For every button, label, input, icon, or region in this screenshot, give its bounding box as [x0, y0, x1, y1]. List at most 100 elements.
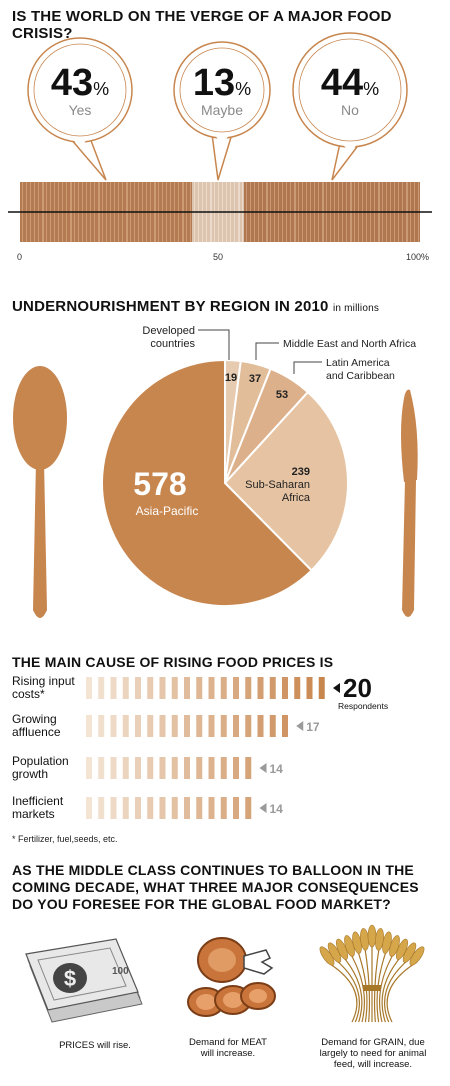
bubble-value: 43% [30, 64, 130, 102]
cause-bar-unit [98, 677, 105, 699]
cause-bar-unit [98, 757, 105, 779]
bubble-no: 44% No [300, 64, 400, 118]
pie-value-latam: 53 [276, 389, 288, 401]
wheat-ear [409, 946, 425, 966]
cause-label: Growing affluence [12, 713, 61, 739]
causes-title: THE MAIN CAUSE OF RISING FOOD PRICES IS [12, 654, 334, 670]
cause-label-line: Inefficient [12, 794, 64, 808]
pie-label-latam: Latin America [326, 357, 390, 369]
survey-chart [8, 32, 432, 242]
bubble-value: 13% [172, 64, 272, 102]
caption-line: will increase. [200, 1048, 256, 1059]
pie-leader-line [293, 361, 322, 374]
svg-text:$: $ [64, 966, 76, 991]
cause-value-pointer [259, 763, 267, 773]
bubble-pointer-seam [341, 142, 359, 153]
bubble-number: 43 [50, 62, 94, 104]
cause-bar-unit [122, 797, 129, 819]
cause-bar-unit [233, 757, 239, 779]
cause-bar-unit [147, 715, 154, 737]
cause-bar-unit [110, 677, 117, 699]
cause-label-line: Growing [12, 712, 57, 726]
cause-bar-unit [147, 797, 154, 819]
survey-title: IS THE WORLD ON THE VERGE OF A MAJOR FOO… [12, 8, 392, 42]
cause-bar-unit [208, 757, 215, 779]
cause-bar-unit [159, 797, 166, 819]
bubble-label: No [341, 102, 359, 118]
cause-bar-unit [208, 677, 215, 699]
cause-label-line: affluence [12, 725, 61, 739]
cause-bar-unit [318, 677, 325, 699]
cause-bar-unit [257, 677, 264, 699]
wheat-ear [367, 924, 377, 948]
pie-slice-sub-saharan-africa [223, 390, 349, 572]
cause-bar-unit [110, 715, 117, 737]
pie-value-ssa: 239 [292, 466, 310, 478]
cause-value: 14 [270, 762, 284, 776]
cause-bar-unit [98, 715, 105, 737]
cause-bar-unit [208, 797, 215, 819]
cause-bar-unit [196, 677, 203, 699]
cause-bar-unit [184, 797, 190, 819]
cause-bar-unit [282, 677, 288, 699]
bubble-pct: % [363, 79, 380, 99]
cause-bar-unit [269, 677, 276, 699]
axis-tick-50: 50 [213, 252, 224, 262]
cause-bar-unit [184, 757, 190, 779]
cause-value: 20 [343, 673, 372, 703]
wheat-stalk [381, 954, 403, 1023]
wheat-stalk [386, 961, 418, 1023]
wheat-stalk [334, 958, 360, 1023]
axis-tick-100: 100% [406, 252, 430, 262]
cause-bar-unit [171, 677, 178, 699]
bubble-maybe: 13% Maybe [172, 64, 272, 118]
bubble-pointer-seam [213, 133, 231, 144]
axis-tick-0: 0 [17, 252, 23, 262]
consequence-caption-prices: PRICES will rise. [20, 1040, 170, 1051]
knife-icon [401, 389, 418, 617]
cause-bar-unit [184, 677, 190, 699]
cause-bar-unit [171, 797, 178, 819]
cause-bar-unit [233, 797, 239, 819]
cause-bar-unit [147, 677, 154, 699]
consequences-title: AS THE MIDDLE CLASS CONTINUES TO BALLOON… [12, 862, 419, 913]
money-stack-icon: $ 100 [25, 938, 143, 1023]
cause-bar-unit [245, 757, 252, 779]
consequence-caption-meat: Demand for MEAT will increase. [168, 1037, 288, 1059]
cause-bar-unit [147, 757, 154, 779]
bubble-inner-ring [298, 38, 402, 142]
cause-label-line: Rising input [12, 674, 75, 688]
pie-label-asia: Asia-Pacific [136, 504, 199, 518]
cause-bar-unit [98, 797, 105, 819]
bubble-pct: % [235, 79, 252, 99]
meat-icon [187, 937, 276, 1017]
pie-label-mena: Middle East and North Africa [283, 338, 416, 350]
cause-bar-unit [110, 797, 117, 819]
cause-bar-unit [184, 715, 190, 737]
pie-label-developed: countries [150, 338, 195, 350]
cause-label-line: growth [12, 767, 49, 781]
bubble-number: 13 [192, 62, 236, 104]
cause-label: Population growth [12, 755, 69, 781]
cause-bar-unit [196, 757, 203, 779]
wheat-tie [363, 985, 381, 991]
cause-bar-unit [171, 757, 178, 779]
caption-line: feed, will increase. [333, 1059, 413, 1070]
respondents-label: Respondents [338, 701, 388, 711]
cause-label-line: Population [12, 754, 69, 768]
cause-bar-unit [86, 715, 92, 737]
pie-value-developed: 19 [225, 372, 237, 384]
cause-bar-unit [245, 797, 252, 819]
consequences-title-line: COMING DECADE, WHAT THREE MAJOR CONSEQUE… [12, 879, 419, 895]
cause-bar-unit [220, 715, 227, 737]
pie-label-developed: Developed [142, 325, 195, 337]
pie-unit: in millions [332, 303, 380, 314]
cause-value: 14 [270, 802, 284, 816]
svg-text:100: 100 [112, 966, 129, 977]
pie-slice-asia-pacific [101, 358, 313, 607]
pie-title: UNDERNOURISHMENT BY REGION IN 2010 in mi… [12, 298, 379, 315]
caption-line: PRICES will rise. [59, 1040, 131, 1051]
cause-bar-unit [159, 677, 166, 699]
bubble-label: Yes [68, 102, 92, 118]
